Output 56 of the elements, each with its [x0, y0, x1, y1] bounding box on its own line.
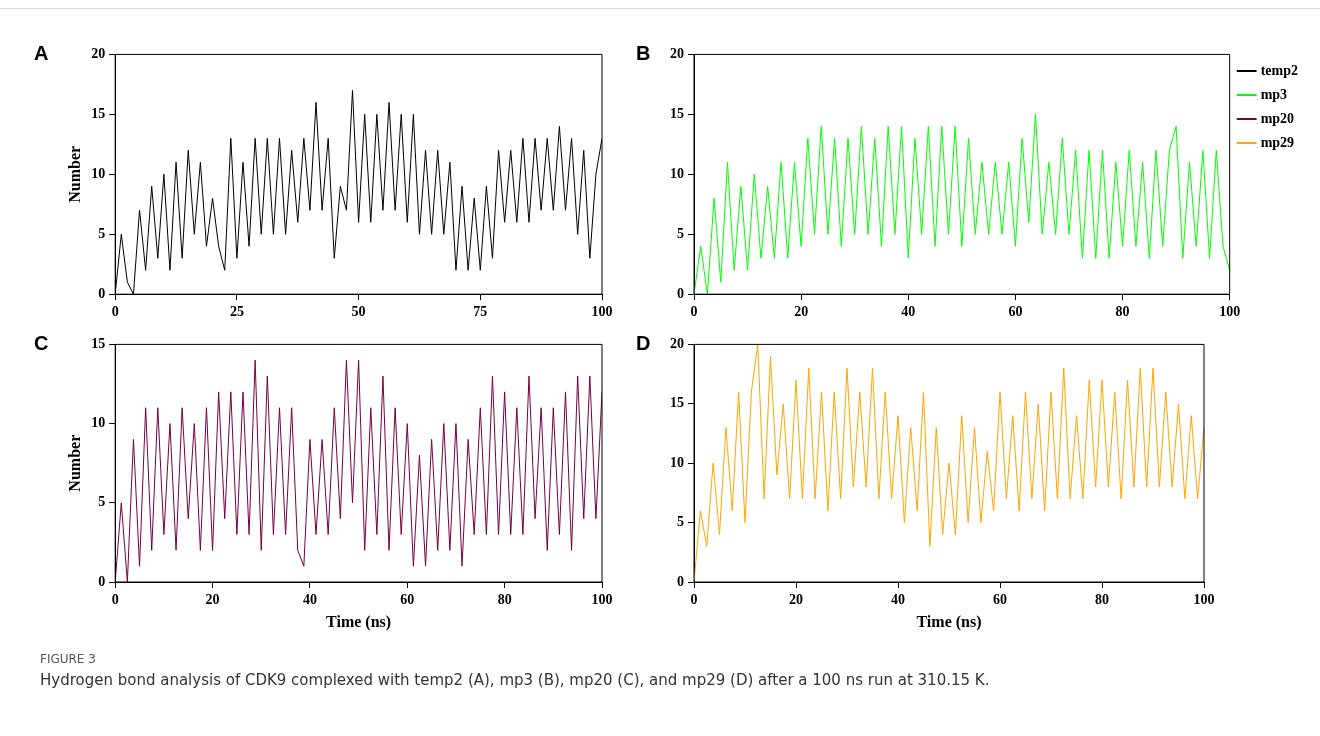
x-axis-title: Time (ns): [326, 612, 392, 631]
y-tick-label: 15: [670, 395, 684, 411]
x-tick-label: 60: [400, 592, 415, 608]
y-tick-label: 5: [98, 494, 106, 510]
x-tick-label: 40: [901, 304, 916, 320]
x-tick-label: 20: [794, 304, 809, 320]
y-tick-label: 15: [91, 336, 106, 352]
y-tick-label: 10: [91, 165, 106, 181]
y-tick-label: 10: [670, 454, 684, 470]
y-tick-label: 20: [91, 46, 106, 62]
y-tick-label: 0: [677, 285, 684, 301]
x-tick-label: 60: [993, 592, 1007, 608]
chart-title: D: [636, 332, 651, 355]
y-tick-label: 15: [91, 105, 106, 121]
x-tick-label: 40: [891, 592, 905, 608]
chart-title: C: [34, 332, 49, 355]
y-tick-label: 5: [677, 225, 684, 241]
text: Hydrogen bond analysis of CDK9 complexed with temp2 (A), mp3 (B), mp20 (C), and mp29 (D) after a 100 ns run at 310.15 K.: [40, 670, 991, 691]
chart-title: B: [636, 42, 651, 65]
text: mp20: [1260, 110, 1295, 126]
x-tick-label: 80: [1095, 592, 1109, 608]
y-tick-label: 0: [98, 285, 106, 301]
y-tick-label: 5: [677, 514, 684, 530]
x-tick-label: 0: [690, 592, 698, 608]
legend-label: mp3: [1260, 86, 1288, 102]
x-tick-label: 0: [690, 304, 698, 320]
text: FIGURE 3: [40, 652, 97, 666]
y-tick-label: 10: [91, 415, 106, 431]
x-tick-label: 100: [1193, 592, 1215, 608]
x-tick-label: 100: [591, 592, 613, 608]
text: mp29: [1260, 134, 1295, 150]
y-tick-label: 15: [670, 105, 684, 121]
x-axis-title: Time (ns): [916, 612, 982, 631]
y-axis-title: Number: [65, 434, 83, 492]
y-tick-label: 5: [98, 225, 106, 241]
y-tick-label: 20: [670, 336, 684, 352]
y-tick-label: 0: [98, 573, 106, 589]
x-tick-label: 75: [473, 304, 488, 320]
x-tick-label: 80: [497, 592, 512, 608]
x-tick-label: 100: [591, 304, 613, 320]
x-tick-label: 80: [1115, 304, 1130, 320]
text: temp2: [1260, 62, 1298, 78]
chart-title: A: [34, 42, 49, 65]
x-tick-label: 25: [229, 304, 244, 320]
y-tick-label: 10: [670, 165, 684, 181]
x-tick-label: 50: [351, 304, 366, 320]
x-tick-label: 0: [111, 592, 119, 608]
x-tick-label: 40: [302, 592, 317, 608]
x-tick-label: 20: [789, 592, 803, 608]
y-axis-title: Number: [65, 145, 83, 203]
y-tick-label: 20: [670, 46, 684, 62]
x-tick-label: 60: [1008, 304, 1023, 320]
x-tick-label: 20: [205, 592, 220, 608]
x-tick-label: 100: [1219, 304, 1241, 320]
y-tick-label: 0: [677, 573, 684, 589]
x-tick-label: 0: [111, 304, 119, 320]
